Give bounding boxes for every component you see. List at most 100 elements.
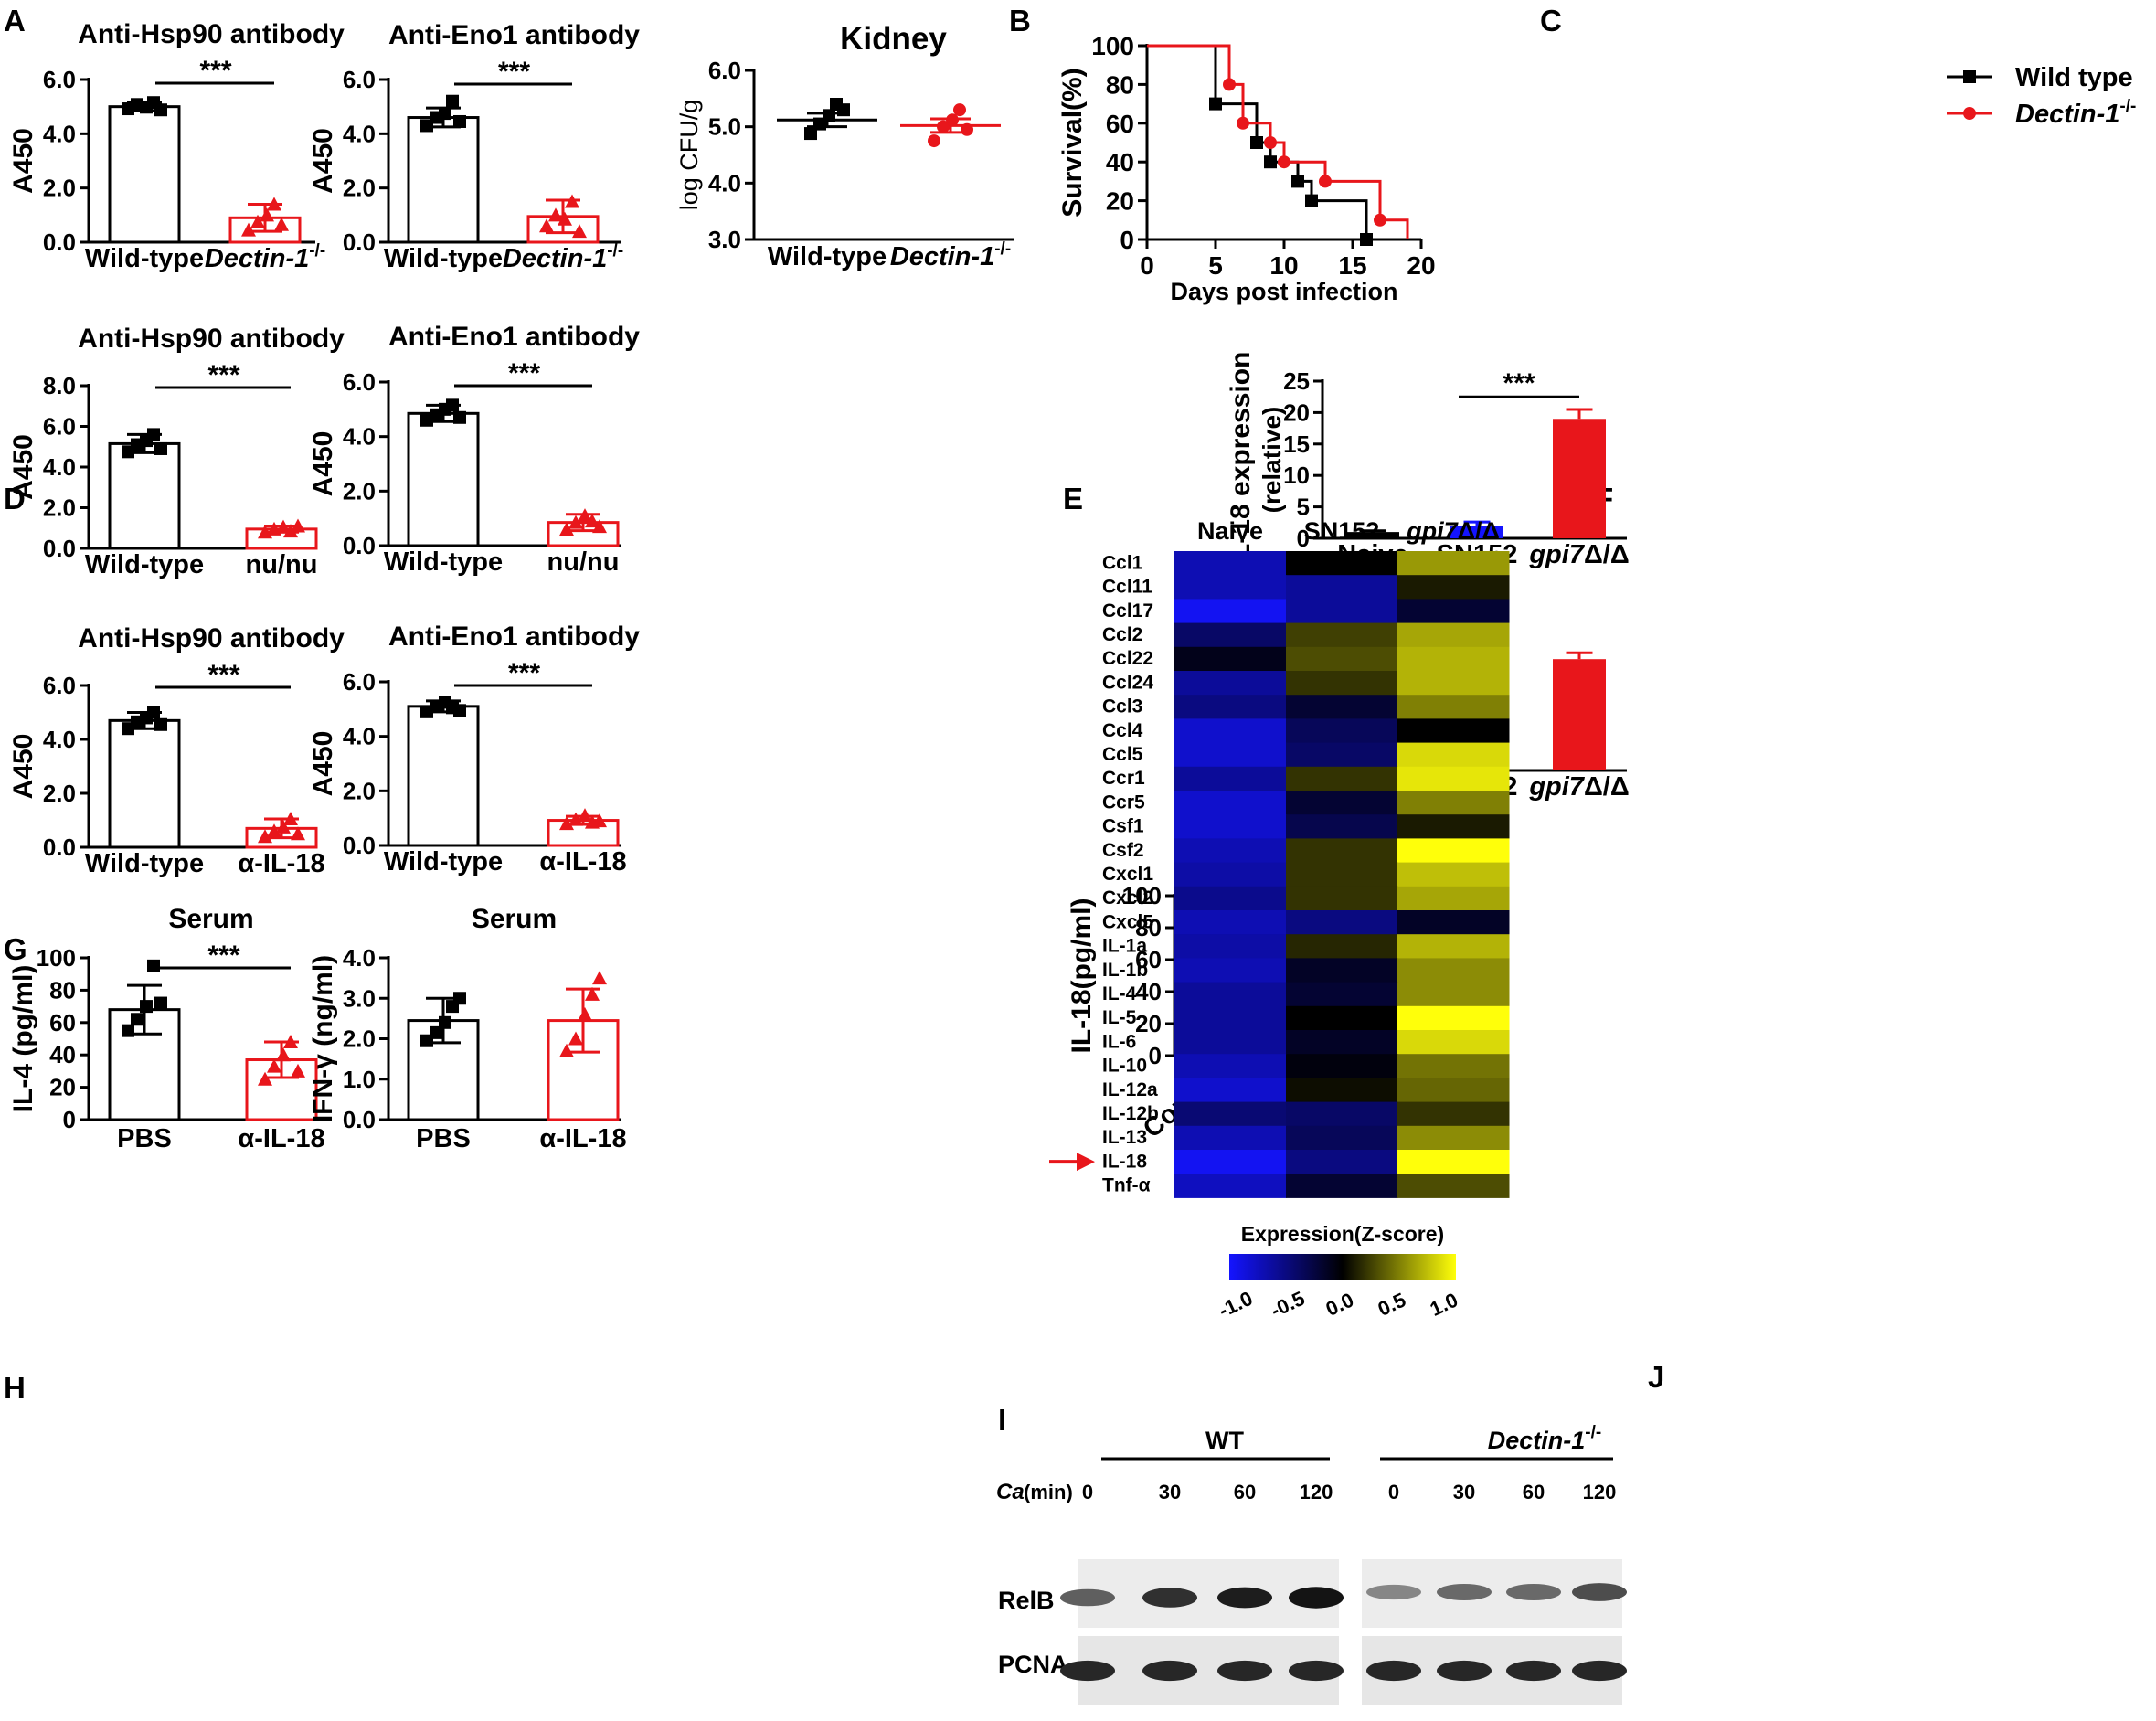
bar-3 (1553, 419, 1606, 538)
heatmap-row-label: Ccl17 (1102, 600, 1153, 621)
sig-label: *** (508, 658, 540, 688)
heatmap-cell (1174, 862, 1287, 887)
y-tick-label: 4.0 (343, 723, 376, 750)
blot-min-label: (min) (1024, 1481, 1073, 1503)
pcna-band-ko (1572, 1660, 1627, 1682)
heatmap-row-label: Ccl4 (1102, 720, 1143, 741)
heatmap-cell (1286, 718, 1398, 744)
blot-time-wt: 60 (1234, 1481, 1256, 1503)
panel-letter-a: A (4, 4, 26, 37)
y-tick-label: 0.0 (43, 535, 76, 562)
y-tick-label: 6.0 (43, 672, 76, 699)
data-point (592, 519, 607, 534)
y-tick-label: 5 (1297, 494, 1310, 521)
blot-ko-label: Dectin-1-/- (1488, 1423, 1601, 1454)
heatmap-cell (1174, 814, 1287, 839)
blot-row-label: PCNA (998, 1651, 1068, 1678)
pcna-band-ko (1437, 1660, 1492, 1682)
y-tick-label: 2.0 (43, 780, 76, 807)
data-point (578, 1006, 592, 1021)
data-point (283, 1035, 298, 1049)
data-point (823, 109, 835, 122)
relb-band-ko (1437, 1584, 1492, 1600)
sig-label: *** (498, 57, 530, 87)
y-tick-label: 3.0 (343, 984, 376, 1012)
heatmap-row-label: Cxcl2 (1102, 887, 1153, 908)
y-tick-label: 20 (1135, 1010, 1162, 1037)
blot-time-ko: 30 (1453, 1481, 1475, 1503)
bar-1 (407, 116, 480, 244)
y-tick-label: 0 (1120, 226, 1134, 254)
x-tick-label: 10 (1269, 251, 1298, 280)
data-point (276, 819, 291, 834)
y-tick-label: 2.0 (343, 175, 376, 202)
heatmap-cell (1397, 814, 1510, 839)
data-point (258, 1071, 272, 1086)
y-tick-label: 4.0 (343, 120, 376, 147)
data-point (559, 522, 574, 536)
chart-title: Anti-Eno1 antibody (388, 322, 640, 352)
y-tick-label: 6.0 (708, 57, 741, 84)
y-axis-label: A450 (8, 734, 38, 800)
heatmap-cell (1397, 910, 1510, 935)
heatmap-cell (1286, 886, 1398, 911)
legend-bar (1229, 1254, 1456, 1280)
y-axis-label: IL-18(pg/ml) (1067, 898, 1097, 1054)
x-tick-label: 20 (1407, 251, 1435, 280)
data-point (578, 808, 592, 823)
y-tick-label: 60 (49, 1009, 76, 1036)
y-tick-label: 1.0 (343, 1066, 376, 1093)
y-tick-label: 4.0 (343, 944, 376, 972)
blot-time-ko: 120 (1583, 1481, 1617, 1503)
sig-label: *** (1503, 368, 1535, 398)
heatmap-cell (1397, 838, 1510, 864)
survival-point (1209, 97, 1222, 111)
heatmap-cell (1397, 551, 1510, 576)
heatmap-cell (1174, 766, 1287, 791)
heatmap-cell (1397, 742, 1510, 768)
chart-title: Anti-Eno1 antibody (388, 621, 640, 652)
heatmap-row-label: Ccl5 (1102, 744, 1143, 765)
data-point (267, 1058, 281, 1073)
highlight-arrow-head (1077, 1153, 1095, 1172)
heatmap-cell (1286, 1101, 1398, 1127)
category-label: Wild-type (384, 847, 503, 876)
y-axis-label: A450 (8, 434, 38, 500)
heatmap-cell (1397, 622, 1510, 648)
chart-c: 0 20 40 60 80 100 0 5 10 15 20 Days post infection S… (1057, 32, 2136, 305)
heatmap-cell (1174, 599, 1287, 624)
relb-band-wt (1289, 1587, 1344, 1609)
heatmap-cell (1397, 1150, 1510, 1174)
heatmap-column-label: gpi7Δ/Δ (1406, 517, 1500, 545)
heatmap-cell (1397, 695, 1510, 719)
panel-letters: A B C D E F G H I J (4, 4, 1664, 1437)
heatmap-cell (1286, 838, 1398, 864)
heatmap-row-label: Ccr5 (1102, 791, 1145, 813)
heatmap-row-label: Ccl11 (1102, 577, 1152, 598)
heatmap-row-label: IL-10 (1102, 1056, 1147, 1077)
bar-3 (1553, 659, 1606, 770)
category-label: gpi7Δ/Δ (1528, 540, 1629, 569)
heatmap-row-label: Ccl24 (1102, 672, 1153, 693)
y-tick-label: 2.0 (343, 777, 376, 804)
y-tick-label: 40 (49, 1041, 76, 1068)
y-tick-label: 6.0 (43, 66, 76, 93)
data-point (283, 524, 298, 538)
blot-time-wt: 30 (1159, 1481, 1181, 1503)
relb-band-wt (1217, 1587, 1272, 1609)
heatmap-cell (1174, 1125, 1287, 1151)
y-tick-label: 60 (1106, 110, 1134, 138)
y-tick-label: 80 (1135, 914, 1162, 941)
x-tick-label: 0 (1140, 251, 1154, 280)
heatmap-cell (1174, 671, 1287, 696)
data-point (837, 103, 850, 117)
heatmap-cell (1174, 1005, 1287, 1031)
heatmap-row-label: Cxcl1 (1102, 864, 1153, 885)
blot-time-ko: 0 (1388, 1481, 1399, 1503)
heatmap-cell (1174, 1078, 1287, 1103)
y-axis-label: IL-4 (pg/ml) (8, 965, 38, 1113)
heatmap-cell (1174, 695, 1287, 719)
heatmap-row-label: Ccl22 (1102, 648, 1153, 669)
